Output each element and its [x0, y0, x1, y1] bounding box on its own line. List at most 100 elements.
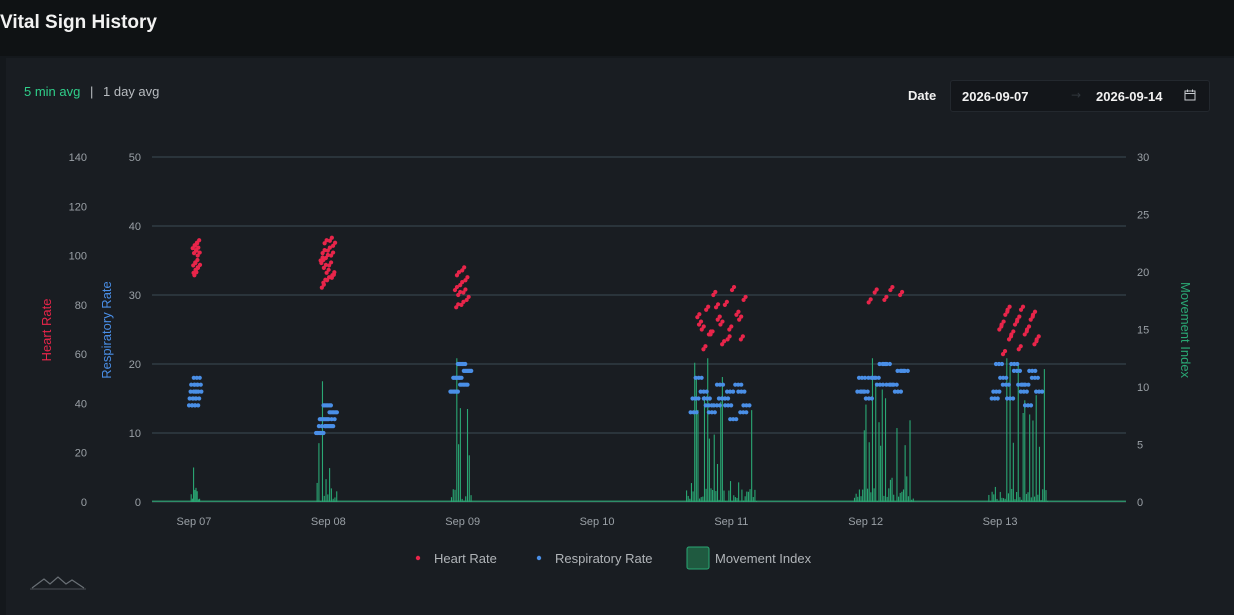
respiratory-rate-point — [190, 396, 195, 401]
legend-heart-rate-label[interactable]: Heart Rate — [434, 551, 497, 566]
heart-rate-point — [898, 292, 903, 298]
heart-rate-point — [997, 327, 1002, 332]
respiratory-rate-point — [722, 396, 728, 401]
respiratory-rate-point — [1037, 389, 1042, 394]
respiratory-layer — [186, 361, 1045, 436]
date-end-input[interactable]: 2026-09-14 — [1096, 89, 1163, 104]
heart-rate-point — [326, 267, 331, 272]
heart-rate-tick-label: 40 — [75, 398, 87, 410]
respiratory-rate-point — [316, 424, 322, 429]
movement-index-tick-label: 5 — [1137, 440, 1143, 452]
movement-index-tick-label: 30 — [1137, 152, 1149, 164]
heart-rate-point — [195, 241, 200, 246]
heart-rate-point — [330, 250, 336, 255]
avg-option-1day[interactable]: 1 day avg — [103, 84, 160, 99]
heart-rate-point — [324, 238, 329, 243]
heart-rate-point — [197, 250, 202, 255]
legend-respiratory-rate-label[interactable]: Respiratory Rate — [555, 551, 653, 566]
heart-rate-point — [328, 253, 334, 258]
avg-option-5min[interactable]: 5 min avg — [24, 84, 81, 99]
heart-rate-point — [327, 245, 332, 250]
respiratory-rate-point — [1021, 389, 1026, 394]
calendar-icon[interactable] — [1184, 89, 1196, 101]
heart-rate-point — [1001, 319, 1006, 324]
heart-rate-point — [888, 287, 893, 293]
respiratory-rate-point — [881, 361, 886, 367]
date-range-picker[interactable]: 2026-09-07 → 2026-09-14 — [950, 80, 1210, 112]
heart-rate-point — [1012, 322, 1018, 327]
heart-rate-point — [458, 289, 463, 295]
respiratory-rate-point — [716, 396, 722, 401]
respiratory-rate-point — [859, 389, 864, 394]
respiratory-rate-point — [873, 375, 878, 380]
respiratory-rate-point — [449, 389, 454, 394]
movement-index-tick-label: 25 — [1137, 210, 1149, 222]
respiratory-rate-point — [331, 410, 336, 415]
respiratory-rate-point — [707, 396, 712, 401]
heart-rate-point — [322, 248, 327, 253]
top-bar — [0, 0, 1234, 56]
respiratory-rate-point — [451, 375, 456, 380]
heart-rate-point — [332, 240, 338, 245]
respiratory-rate-point — [884, 382, 889, 387]
respiratory-rate-point — [1014, 368, 1020, 373]
heart-rate-point — [722, 302, 727, 307]
heart-rate-point — [459, 302, 464, 307]
respiratory-rate-point — [326, 417, 331, 422]
heart-rate-point — [196, 245, 201, 250]
heart-rate-point — [195, 253, 200, 258]
heart-rate-point — [193, 260, 198, 266]
respiratory-rate-point — [894, 382, 899, 387]
respiratory-rate-point — [1004, 375, 1009, 380]
respiratory-rate-point — [334, 410, 339, 415]
heart-rate-point — [701, 347, 706, 352]
heart-rate-point — [461, 290, 466, 295]
avg-toggle: 5 min avg | 1 day avg — [24, 84, 159, 99]
respiratory-rate-point — [196, 389, 201, 394]
heart-rate-point — [461, 299, 466, 304]
heart-rate-point — [326, 263, 332, 268]
movement-index-tick-label: 20 — [1137, 267, 1149, 279]
heart-rate-axis-title: Heart Rate — [39, 299, 54, 362]
respiratory-rate-point — [694, 410, 699, 415]
heart-rate-point — [737, 317, 742, 322]
heart-rate-point — [720, 319, 725, 324]
respiratory-rate-point — [194, 375, 199, 380]
respiratory-rate-point — [706, 403, 711, 408]
heart-rate-point — [454, 273, 460, 278]
date-start-input[interactable]: 2026-09-07 — [962, 89, 1029, 104]
respiratory-rate-point — [186, 403, 192, 408]
respiratory-rate-point — [741, 410, 746, 415]
respiratory-rate-point — [704, 396, 709, 401]
respiratory-rate-point — [195, 382, 200, 387]
respiratory-rate-point — [898, 389, 904, 394]
respiratory-rate-point — [329, 417, 334, 422]
heart-rate-tick-label: 60 — [75, 349, 87, 361]
respiratory-rate-point — [193, 396, 198, 401]
legend-movement-index-label[interactable]: Movement Index — [715, 551, 812, 566]
chart-panel — [6, 58, 1234, 615]
respiratory-rate-point — [459, 382, 464, 387]
respiratory-rate-tick-label: 40 — [129, 221, 141, 233]
respiratory-rate-point — [991, 389, 996, 394]
respiratory-rate-point — [189, 382, 194, 387]
heart-rate-point — [456, 270, 462, 275]
heart-rate-point — [192, 273, 197, 278]
respiratory-rate-point — [463, 368, 468, 373]
heart-rate-point — [1009, 332, 1014, 337]
heart-rate-point — [319, 260, 324, 266]
respiratory-rate-point — [321, 430, 326, 436]
respiratory-rate-point — [454, 375, 459, 380]
respiratory-rate-point — [992, 396, 997, 401]
heart-rate-point — [717, 314, 722, 319]
respiratory-rate-point — [717, 403, 722, 408]
heart-rate-point — [327, 238, 332, 243]
heart-rate-point — [704, 307, 709, 312]
heart-rate-point — [718, 322, 723, 327]
heart-rate-tick-label: 80 — [75, 300, 87, 312]
respiratory-rate-point — [862, 375, 868, 380]
heart-rate-point — [736, 309, 741, 314]
heart-rate-point — [463, 278, 468, 283]
respiratory-rate-point — [714, 382, 720, 387]
heart-rate-point — [194, 248, 199, 253]
